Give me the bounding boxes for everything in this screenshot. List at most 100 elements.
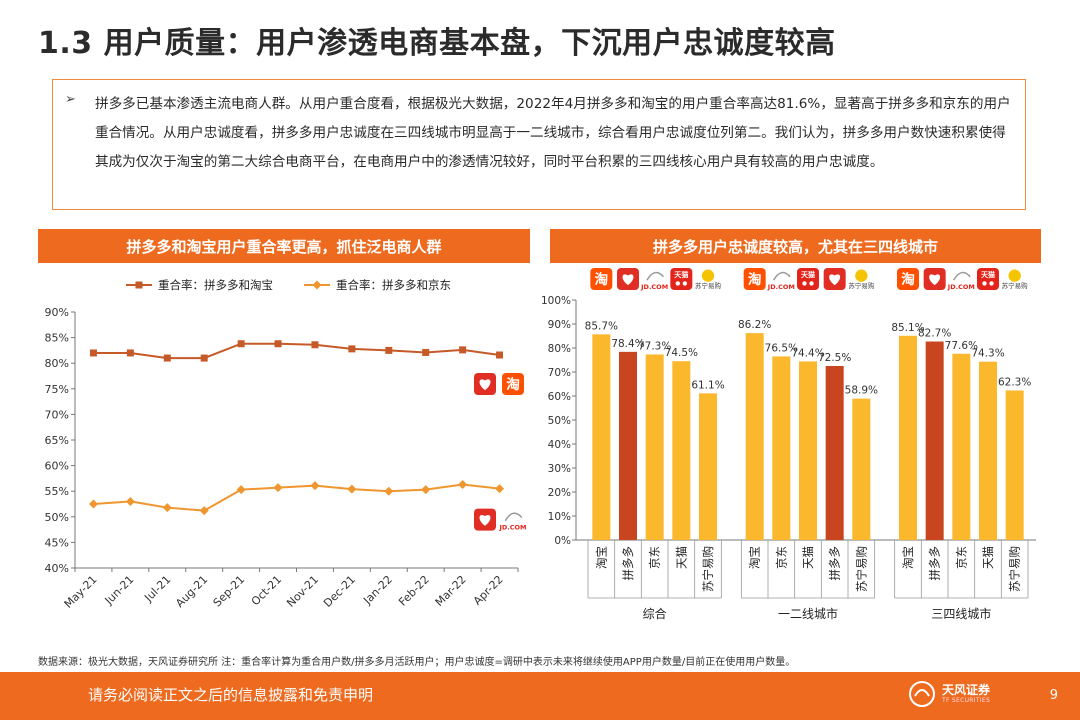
group-label: 一二线城市: [778, 606, 838, 621]
tmall-eye-right: [989, 281, 994, 286]
y-tick-label: 90%: [548, 319, 571, 331]
tmall-logo-bg: [977, 268, 999, 290]
taobao-icon: 淘: [897, 268, 919, 290]
bar-value-label: 58.9%: [845, 385, 878, 397]
x-tick-label: 天猫: [674, 546, 688, 569]
brand-mark-icon: [909, 681, 935, 707]
x-tick-label: Apr-22: [471, 573, 506, 608]
jd-icon: JD.COM: [498, 512, 527, 532]
data-point: [162, 503, 172, 513]
y-tick-label: 45%: [45, 536, 69, 549]
jd-icon: JD.COM: [947, 271, 975, 291]
bar-value-label: 61.1%: [691, 379, 724, 391]
y-tick-label: 90%: [45, 306, 69, 319]
data-source-footnote: 数据来源：极光大数据，天风证券研究所 注：重合率计算为重合用户数/拼多多月活跃用…: [38, 657, 796, 668]
x-tick-label: 拼多多: [828, 546, 842, 581]
x-tick-label: 京东: [648, 546, 662, 569]
bar: [1005, 390, 1024, 540]
pdd-icon: [474, 373, 496, 396]
x-tick-label: Jul-21: [141, 573, 173, 605]
pdd-icon: [823, 268, 846, 290]
bar: [899, 335, 917, 540]
legend-marker-1: [312, 280, 322, 290]
tmall-logo-text: 天猫: [981, 270, 995, 279]
data-point: [347, 484, 357, 494]
tmall-eye-right: [809, 281, 814, 286]
bar: [952, 353, 971, 540]
x-tick-label: 淘宝: [748, 546, 762, 569]
data-point: [126, 349, 134, 357]
tmall-icon: 天猫: [670, 268, 693, 290]
legend-label-0: 重合率：拼多多和淘宝: [158, 278, 273, 292]
pdd-heart-shape: [622, 274, 634, 286]
bar-value-label: 74.5%: [665, 347, 698, 359]
brand-logo: 天风证券 TF SECURITIES: [908, 680, 990, 708]
jd-logo-text: JD.COM: [498, 524, 526, 532]
x-tick-label: Mar-22: [433, 573, 469, 609]
bar-value-label: 74.4%: [791, 347, 824, 359]
suning-logo-text: 苏宁易购: [695, 281, 722, 290]
data-point: [311, 341, 319, 349]
y-tick-label: 70%: [45, 408, 69, 421]
taobao-logo-bg: [590, 268, 613, 290]
x-tick-label: Oct-21: [249, 573, 284, 608]
loyalty-bar-chart: 0% 10% 20% 30% 40% 50% 60% 70% 80% 90% 100% 85.7% 淘宝…: [541, 268, 1036, 621]
bar: [672, 361, 691, 540]
suning-icon: 苏宁易购: [695, 269, 722, 290]
bar-value-label: 77.6%: [945, 340, 978, 352]
bar: [772, 356, 791, 540]
bar: [825, 366, 844, 540]
page-title: 1.3 用户质量：用户渗透电商基本盘，下沉用户忠诚度较高: [38, 26, 836, 61]
page-number: 9: [1049, 688, 1058, 703]
bar-value-label: 78.4%: [611, 338, 644, 350]
bar-value-label: 74.3%: [971, 348, 1004, 360]
x-tick-label: May-21: [62, 573, 100, 611]
y-tick-label: 80%: [45, 357, 69, 370]
pdd-icon: [474, 508, 496, 531]
bar-value-label: 77.3%: [638, 340, 671, 352]
suning-logo-circle: [855, 269, 868, 282]
data-point: [88, 499, 98, 509]
series-line: [93, 342, 500, 360]
taobao-logo-text: 淘: [595, 271, 609, 288]
bar: [592, 334, 611, 540]
bar-chart-title: 拼多多用户忠诚度较高，尤其在三四线城市: [550, 229, 1041, 263]
taobao-logo-text: 淘: [748, 271, 762, 288]
jd-icon: JD.COM: [640, 271, 668, 291]
taobao-logo-text: 淘: [901, 271, 915, 288]
data-point: [199, 506, 209, 516]
jd-logo-text: JD.COM: [767, 283, 795, 291]
bar: [745, 333, 764, 540]
suning-logo-circle: [1008, 269, 1021, 282]
x-tick-label: Nov-21: [284, 573, 321, 610]
pdd-heart-shape: [479, 515, 491, 526]
tmall-eye-left: [982, 281, 987, 286]
pdd-heart-shape: [929, 274, 941, 286]
footer-bar: 请务必阅读正文之后的信息披露和免责申明 天风证券 TF SECURITIES 9: [0, 672, 1080, 720]
tmall-eye-right: [682, 281, 688, 286]
tmall-eye-left: [802, 281, 807, 286]
y-tick-label: 50%: [548, 415, 571, 427]
data-point: [495, 484, 505, 494]
x-tick-label: Jun-21: [102, 573, 137, 608]
suning-logo-circle: [701, 269, 715, 282]
jd-dog-shape: [772, 271, 791, 281]
y-tick-label: 10%: [548, 511, 571, 523]
y-tick-label: 85%: [45, 332, 69, 345]
summary-text: 拼多多已基本渗透主流电商人群。从用户重合度看，根据极光大数据，2022年4月拼多…: [95, 96, 1011, 170]
pdd-icon: [923, 268, 946, 290]
x-tick-label: Feb-22: [396, 573, 432, 609]
group-label: 三四线城市: [931, 606, 991, 621]
group-label: 综合: [643, 606, 667, 621]
x-tick-label: 苏宁易购: [854, 546, 868, 592]
brand-name: 天风证券: [942, 683, 991, 697]
y-tick-label: 60%: [548, 391, 571, 403]
bar: [799, 361, 817, 540]
bar: [619, 351, 637, 540]
y-tick-label: 100%: [541, 295, 571, 307]
jd-logo-text: JD.COM: [640, 283, 668, 291]
y-tick-label: 80%: [548, 343, 571, 355]
tmall-logo-text: 天猫: [674, 270, 688, 279]
data-point: [496, 351, 504, 359]
y-tick-label: 55%: [45, 485, 69, 498]
